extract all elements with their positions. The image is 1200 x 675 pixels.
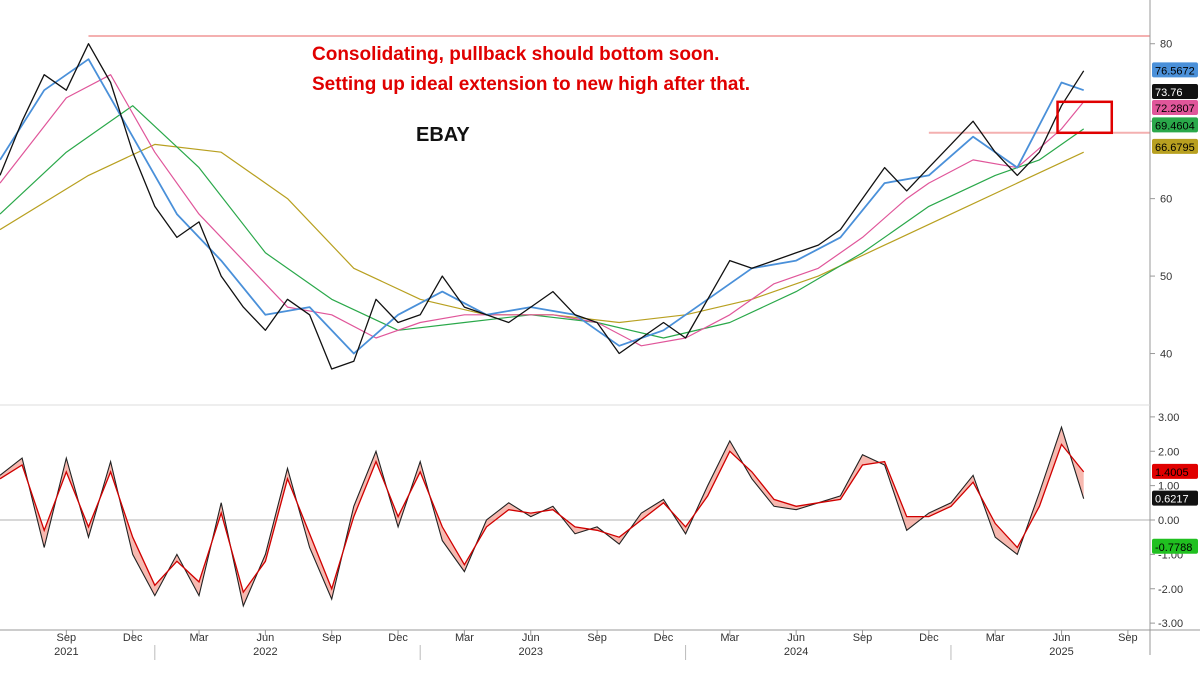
xtick-year-label: 2025 bbox=[1049, 646, 1073, 658]
annotation-line-2: Setting up ideal extension to new high a… bbox=[312, 74, 750, 95]
osc-ytick-label: 1.00 bbox=[1158, 481, 1179, 493]
osc-ytick-label: -3.00 bbox=[1158, 618, 1183, 630]
oscillator-value-badge bbox=[1152, 538, 1198, 554]
price-ytick-label: 50 bbox=[1160, 271, 1172, 283]
highlight-box bbox=[1056, 100, 1114, 135]
xtick-month-label: Sep bbox=[587, 632, 607, 644]
xtick-year-label: 2021 bbox=[54, 646, 78, 658]
osc-ytick-label: 2.00 bbox=[1158, 446, 1179, 458]
oscillator-value-badge-label: 1.4005 bbox=[1155, 467, 1189, 479]
xtick-month-label: Mar bbox=[986, 632, 1005, 644]
price-value-badge-label: 66.6795 bbox=[1155, 142, 1195, 154]
xtick-month-label: Sep bbox=[57, 632, 77, 644]
osc-ytick-label: 3.00 bbox=[1158, 412, 1179, 424]
xtick-month-label: Sep bbox=[1118, 632, 1138, 644]
oscillator-slow-line bbox=[0, 443, 1085, 594]
price-value-badge-label: 69.4604 bbox=[1155, 120, 1195, 132]
xtick-year-label: 2022 bbox=[253, 646, 277, 658]
annotation-line-1: Consolidating, pullback should bottom so… bbox=[312, 44, 719, 65]
oscillator-value-badge-label: -0.7788 bbox=[1155, 542, 1192, 554]
xtick-month-label: Jun bbox=[257, 632, 275, 644]
price-value-badge-label: 72.2807 bbox=[1155, 103, 1195, 115]
osc-ytick-label: -2.00 bbox=[1158, 584, 1183, 596]
xtick-month-label: Mar bbox=[455, 632, 474, 644]
ma-long-line bbox=[0, 143, 1084, 324]
xtick-month-label: Jun bbox=[522, 632, 540, 644]
price-value-badge bbox=[1152, 84, 1198, 100]
xtick-month-label: Mar bbox=[190, 632, 209, 644]
price-value-badge bbox=[1152, 100, 1198, 116]
xtick-month-label: Jun bbox=[1053, 632, 1071, 644]
xtick-month-label: Jun bbox=[787, 632, 805, 644]
osc-ytick-label: 0.00 bbox=[1158, 515, 1179, 527]
price-value-badge bbox=[1152, 138, 1198, 154]
oscillator-value-badge-label: 0.6217 bbox=[1155, 494, 1189, 506]
xtick-month-label: Dec bbox=[919, 632, 939, 644]
price-line bbox=[0, 43, 1085, 370]
oscillator-value-badge bbox=[1152, 490, 1198, 506]
xtick-month-label: Sep bbox=[853, 632, 873, 644]
price-layer bbox=[0, 34, 1150, 370]
xtick-month-label: Sep bbox=[322, 632, 342, 644]
ma-slow-line bbox=[0, 105, 1085, 339]
price-value-badge bbox=[1152, 62, 1198, 78]
oscillator-layer bbox=[0, 425, 1085, 608]
xtick-month-label: Mar bbox=[720, 632, 739, 644]
xtick-month-label: Dec bbox=[654, 632, 674, 644]
price-ytick-label: 60 bbox=[1160, 194, 1172, 206]
ma-mid-line bbox=[0, 74, 1085, 347]
axis-layer: 40506070803.002.001.000.00-1.00-2.00-3.0… bbox=[0, 0, 1200, 660]
price-value-badge bbox=[1152, 117, 1198, 133]
oscillator-value-badge bbox=[1152, 463, 1198, 479]
chart-title: EBAY bbox=[416, 124, 470, 146]
xtick-year-label: 2024 bbox=[784, 646, 808, 658]
xtick-year-label: 2023 bbox=[519, 646, 543, 658]
xtick-month-label: Dec bbox=[388, 632, 408, 644]
ma-fast-line bbox=[0, 58, 1084, 355]
price-value-badge-label: 73.76 bbox=[1155, 87, 1183, 99]
price-ytick-label: 40 bbox=[1160, 349, 1172, 361]
price-ytick-label: 80 bbox=[1160, 39, 1172, 51]
price-value-badge-label: 76.5672 bbox=[1155, 65, 1195, 77]
xtick-month-label: Dec bbox=[123, 632, 143, 644]
